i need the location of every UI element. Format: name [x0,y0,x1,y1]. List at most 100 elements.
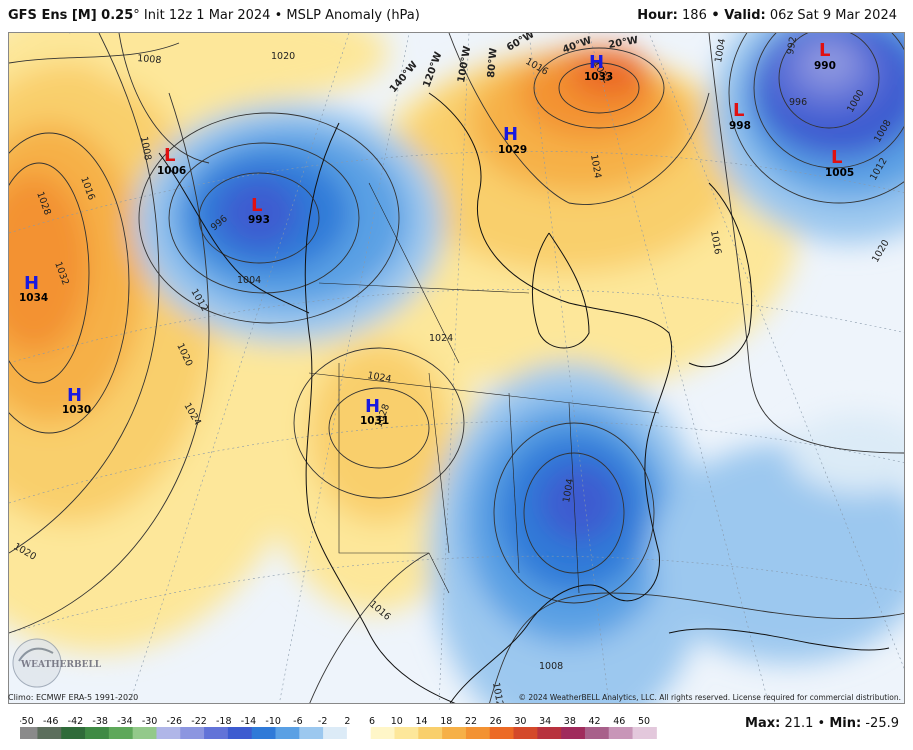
copyright-note: © 2024 WeatherBELL Analytics, LLC. All r… [518,693,901,702]
max-min-readout: Max: 21.1 • Min: -25.9 [745,716,899,731]
colorbar-swatch [561,727,586,739]
pressure-value: 993 [248,214,270,226]
isobar-label: 992 [785,36,799,56]
weatherbell-logo-icon: WEATHERBELL [12,638,102,688]
colorbar-tick-label: -6 [293,716,302,727]
separator: • [706,8,725,23]
colorbar-swatch [20,727,38,739]
low-marker: L [251,195,262,216]
lon-label: 80°W [486,47,500,78]
isobar-label: 1012 [490,682,505,704]
colorbar-tick-label: 38 [564,716,576,727]
colorbar-swatch [584,727,610,739]
pressure-value: 1034 [19,292,48,304]
high-pressure-center: H 1031 [360,396,389,427]
hour-value: 186 [677,8,707,23]
colorbar-swatch [37,727,62,739]
colorbar-swatch [442,727,467,739]
high-marker: H [503,124,518,145]
title-bar: GFS Ens [M] 0.25° Init 12z 1 Mar 2024 • … [0,0,913,32]
pressure-value: 1029 [498,144,527,156]
isobar-label: 1024 [588,154,603,180]
colorbar-swatch [394,727,419,739]
colorbar-tick-label: -26 [167,716,183,727]
colorbar-tick-label: 34 [539,716,551,727]
low-marker: L [831,147,842,168]
colorbar-swatch [418,727,443,739]
isobar-label: 1008 [539,661,563,672]
separator: • [813,716,830,731]
colorbar-swatch [132,727,157,739]
colorbar-tick-label: 46 [613,716,625,727]
colorbar-tick-label: 22 [465,716,477,727]
max-value: 21.1 [780,716,814,731]
colorbar-tick-label: -30 [142,716,158,727]
borders [308,182,660,594]
isobar-label: 1008 [138,136,153,162]
colorbar-swatch [180,727,205,739]
logo-text: WEATHERBELL [20,660,102,670]
colorbar-tick-label: 30 [514,716,526,727]
footer: Climo: ECMWF ERA-5 1991-2020 © 2024 Weat… [0,693,913,750]
colorbar-tick-label: 10 [391,716,403,727]
colorbar-swatch [156,727,181,739]
colorbar-swatch [108,727,134,739]
colorbar-tick-label: 6 [369,716,375,727]
max-label: Max: [745,716,781,731]
low-pressure-center: L 998 [729,100,751,132]
colorbar-tick-label: -50 [20,716,34,727]
product-name: MSLP Anomaly (hPa) [286,8,420,23]
isobars [9,33,904,703]
isobar-label: 1024 [366,370,392,385]
colorbar-swatch [346,727,372,739]
pressure-value: 1005 [825,167,854,179]
isobar-label: 1004 [713,38,728,64]
colorbar-swatch [85,727,110,739]
colorbar-swatch [275,727,300,739]
low-marker: L [819,40,830,61]
isobar-label: 996 [789,97,807,108]
low-pressure-center: L 993 [248,195,270,226]
colorbar-swatch [608,727,634,739]
colorbar-tick-label: -46 [43,716,59,727]
low-pressure-center: L 1005 [825,147,854,179]
high-pressure-center: H 1030 [62,385,91,416]
colorbar-tick-label: -38 [92,716,108,727]
pressure-value: 1030 [62,404,91,416]
color-bar: -50-46-42-38-34-30-26-22-18-14-10-6-2261… [20,716,657,739]
high-marker: H [24,273,39,294]
pressure-value: 1006 [157,165,186,177]
colorbar-swatch [227,727,253,739]
isobar-label: 1020 [271,51,295,62]
hour-label: Hour: [637,8,678,23]
low-pressure-center: L 1006 [157,145,186,177]
colorbar-swatch [489,727,515,739]
high-pressure-center: H 1029 [498,124,527,156]
colorbar-tick-label: -22 [191,716,207,727]
colorbar-swatch [632,727,657,739]
separator: • [270,8,287,23]
colorbar-swatch [61,727,86,739]
colorbar-tick-label: -2 [318,716,327,727]
degree-symbol: ° [133,8,140,23]
pressure-value: 998 [729,120,751,132]
valid-value: 06z Sat 9 Mar 2024 [765,8,897,23]
pressure-centers: H 1034 H 1030 L 1006 L 993 H 1031 H 1029… [19,40,854,427]
high-marker: H [67,385,82,406]
colorbar-tick-label: 18 [440,716,452,727]
colorbar-swatch [370,727,396,739]
colorbar-tick-label: 50 [638,716,650,727]
high-pressure-center: H 1033 [584,52,613,83]
colorbar-tick-label: -10 [265,716,281,727]
valid-label: Valid: [724,8,766,23]
colorbar-tick-label: 14 [415,716,427,727]
pressure-value: 1031 [360,415,389,427]
lon-label: 20°W [608,35,639,51]
forecast-time: Hour: 186 • Valid: 06z Sat 9 Mar 2024 [637,8,897,23]
model-name: GFS Ens [M] 0.25 [8,8,134,23]
isobar-label: 1004 [237,275,261,286]
low-marker: L [733,100,744,121]
init-time: Init 12z 1 Mar 2024 [139,8,271,23]
min-value: -25.9 [861,716,899,731]
map-canvas: 140°W 120°W 100°W 80°W 60°W 40°W 20°W 10… [9,33,904,704]
